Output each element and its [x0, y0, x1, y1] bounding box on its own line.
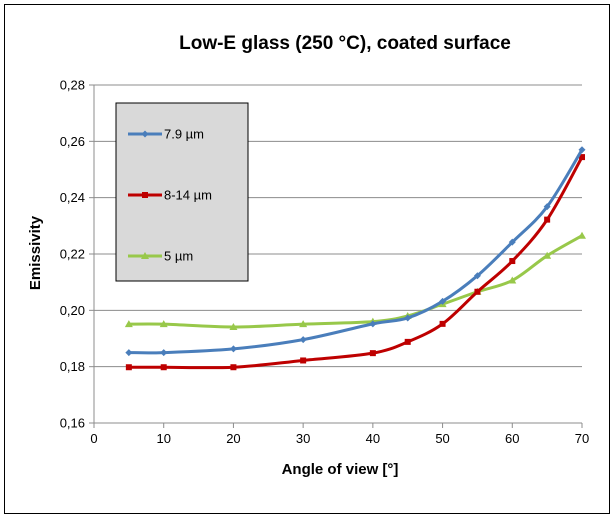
legend-marker — [141, 252, 149, 259]
y-tick-label: 0,18 — [60, 359, 85, 374]
data-point — [230, 364, 237, 371]
x-tick-label: 50 — [435, 431, 449, 446]
legend: 7.9 µm 8-14 µm 5 µm — [115, 102, 249, 282]
data-point — [543, 251, 552, 259]
y-axis-label: Emissivity — [27, 215, 44, 290]
series-lines — [124, 146, 586, 371]
x-axis-label: Angle of view [°] — [282, 461, 399, 478]
data-point — [509, 258, 516, 265]
chart-frame — [4, 4, 610, 514]
data-point — [578, 146, 586, 154]
data-point — [300, 357, 307, 364]
y-tick-labels: 0,16 0,18 0,20 0,22 0,24 0,26 0,28 — [60, 78, 85, 431]
data-point — [229, 345, 237, 353]
y-tick-label: 0,16 — [60, 416, 85, 431]
data-point — [439, 320, 446, 327]
data-point — [579, 154, 585, 161]
data-point — [473, 272, 481, 280]
data-point — [124, 320, 133, 328]
data-point — [543, 203, 551, 211]
data-point — [544, 216, 551, 223]
x-tick-label: 10 — [156, 431, 170, 446]
x-tick-label: 20 — [226, 431, 240, 446]
series-1 — [125, 154, 585, 371]
y-tick-label: 0,20 — [60, 303, 85, 318]
series-0 — [125, 146, 586, 357]
data-point — [160, 349, 168, 357]
data-point — [369, 320, 377, 328]
data-point — [159, 320, 168, 328]
legend-label: 7.9 µm — [164, 127, 204, 142]
x-tick-labels: 0 10 20 30 40 50 60 70 — [90, 423, 589, 446]
data-point — [404, 314, 412, 322]
legend-item: 5 µm — [128, 249, 193, 264]
data-point — [508, 276, 517, 284]
legend-item: 8-14 µm — [128, 188, 212, 203]
data-point — [508, 238, 516, 246]
data-point — [474, 288, 481, 295]
legend-label: 8-14 µm — [164, 188, 212, 203]
axes — [93, 85, 582, 424]
y-tick-label: 0,28 — [60, 78, 85, 93]
data-point — [439, 297, 447, 305]
legend-marker — [142, 192, 148, 198]
x-tick-label: 0 — [90, 431, 97, 446]
data-point — [404, 338, 411, 345]
y-tick-label: 0,22 — [60, 247, 85, 262]
data-point — [125, 364, 132, 371]
x-tick-label: 30 — [296, 431, 310, 446]
data-point — [299, 320, 308, 328]
y-tick-label: 0,24 — [60, 190, 85, 205]
x-tick-label: 60 — [505, 431, 519, 446]
legend-item: 7.9 µm — [128, 127, 204, 142]
data-point — [160, 364, 167, 371]
data-point — [369, 350, 376, 357]
x-tick-label: 70 — [575, 431, 589, 446]
data-point — [125, 349, 133, 357]
data-point — [299, 336, 307, 344]
data-point — [578, 231, 586, 239]
legend-label: 5 µm — [164, 249, 193, 264]
legend-marker — [141, 130, 149, 138]
y-tick-label: 0,26 — [60, 134, 85, 149]
x-tick-label: 40 — [366, 431, 380, 446]
chart-title: Low-E glass (250 °C), coated surface — [179, 33, 511, 54]
data-point — [229, 322, 238, 330]
